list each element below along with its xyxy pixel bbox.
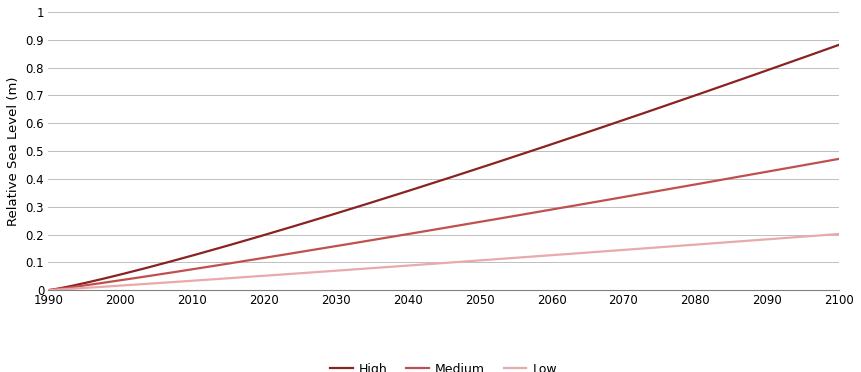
Line: High: High xyxy=(48,45,839,290)
Low xyxy=(471,259,481,263)
Legend: High, Medium, Low: High, Medium, Low xyxy=(325,357,562,372)
Medium xyxy=(471,220,481,225)
Low xyxy=(418,262,429,267)
High xyxy=(834,42,845,47)
High xyxy=(691,93,702,97)
Medium xyxy=(424,228,434,233)
High xyxy=(471,167,481,171)
High xyxy=(418,184,429,188)
Y-axis label: Relative Sea Level (m): Relative Sea Level (m) xyxy=(7,76,20,226)
High xyxy=(514,153,524,157)
Line: Medium: Medium xyxy=(48,159,839,290)
Line: Low: Low xyxy=(48,234,839,290)
Low xyxy=(691,242,702,247)
Medium xyxy=(43,288,53,292)
Medium xyxy=(815,160,826,164)
Low xyxy=(43,288,53,292)
High xyxy=(43,288,53,292)
Low xyxy=(424,262,434,266)
Medium xyxy=(834,157,845,161)
Low xyxy=(815,233,826,238)
Low xyxy=(834,232,845,236)
Medium xyxy=(514,213,524,217)
Medium xyxy=(691,182,702,186)
High xyxy=(815,49,826,54)
Medium xyxy=(418,229,429,234)
High xyxy=(424,182,434,187)
Low xyxy=(514,255,524,260)
